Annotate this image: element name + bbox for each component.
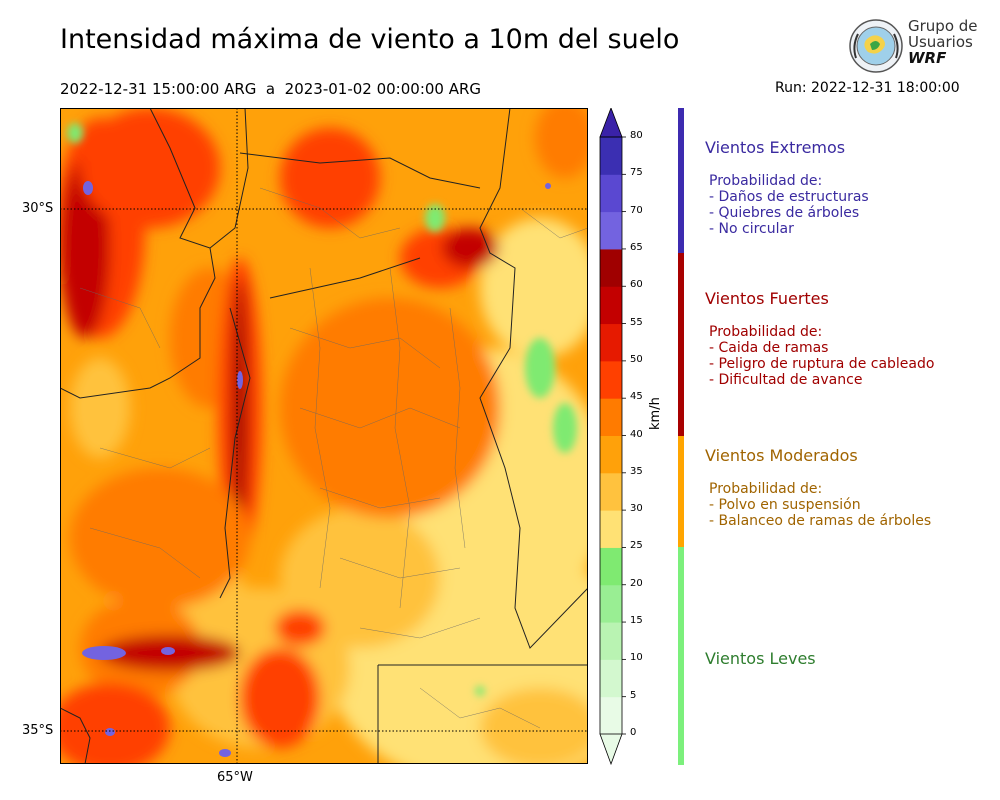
department-boundaries (79, 187, 588, 729)
colorbar-tick-label: 40 (630, 428, 643, 440)
extreme-wind-zone (219, 749, 231, 757)
desc-line: - Balanceo de ramas de árboles (709, 513, 932, 529)
category-title: Vientos Leves (705, 649, 816, 668)
colorbar-band (600, 174, 622, 213)
graticule (60, 108, 588, 764)
lon-label-65w: 65°W (217, 770, 253, 785)
colorbar-band (600, 622, 622, 660)
wind-map (60, 108, 588, 764)
colorbar-band (600, 547, 622, 586)
lat-label-30s: 30°S (22, 201, 54, 216)
colorbar-tick-label: 60 (630, 279, 643, 291)
colorbar-tick-label: 30 (630, 503, 643, 515)
province-boundaries (60, 108, 588, 764)
colorbar-band (600, 510, 622, 548)
map-title: Intensidad máxima de viento a 10m del su… (60, 24, 680, 55)
colorbar-min-extension (599, 733, 623, 766)
colorbar-tick-label: 20 (630, 577, 643, 589)
colorbar-band (600, 211, 622, 250)
colorbar-tick-label: 0 (630, 727, 637, 738)
extreme-wind-zone (83, 181, 93, 195)
colorbar-band (600, 323, 622, 362)
moderados-bar (678, 436, 684, 547)
colorbar-band (600, 360, 622, 399)
desc-line: - Caida de ramas (709, 340, 829, 356)
colorbar-tick-label: 55 (630, 316, 643, 328)
grupo-wrf-logo: Grupo de Usuarios WRF (848, 18, 978, 74)
desc-line: - Dificultad de avance (709, 372, 863, 388)
colorbar-tick-label: 75 (630, 167, 643, 179)
colorbar-band (600, 286, 622, 325)
colorbar-band (600, 435, 622, 474)
desc-line: - Daños de estructuras (709, 189, 869, 205)
category-leves: Vientos Leves (705, 649, 816, 668)
colorbar-max-extension (599, 108, 623, 138)
extreme-wind-zone (545, 183, 551, 189)
colorbar-tick-label: 5 (630, 689, 637, 701)
colorbar-tick-label: 45 (630, 391, 643, 403)
colorbar-tick-label: 25 (630, 540, 643, 552)
extremos-bar (678, 108, 684, 253)
colorbar-tick-label: 80 (630, 130, 643, 141)
lat-label-35s: 35°S (22, 723, 54, 738)
logo-line-3: WRF (908, 49, 947, 67)
colorbar-tick-label: 35 (630, 465, 643, 477)
globe-icon (849, 19, 903, 73)
logo-line-2: Usuarios (908, 33, 973, 51)
category-extremos: Vientos Extremos Probabilidad de: - Daño… (705, 138, 869, 237)
desc-line: - Polvo en suspensión (709, 497, 861, 513)
colorbar-band (600, 248, 622, 287)
map-frame (60, 108, 588, 764)
desc-line: Probabilidad de: (709, 324, 823, 340)
category-moderados: Vientos Moderados Probabilidad de: - Pol… (705, 446, 931, 529)
colorbar-band (600, 137, 622, 175)
run-time: Run: 2022-12-31 18:00:00 (775, 80, 960, 96)
extreme-wind-zone (237, 371, 243, 389)
colorbar-tick-label: 65 (630, 241, 643, 253)
colorbar-band (600, 584, 622, 623)
desc-line: - No circular (709, 221, 794, 237)
colorbar (599, 108, 626, 766)
colorbar-band (600, 398, 622, 436)
category-title: Vientos Moderados (705, 446, 858, 465)
colorbar-tick-label: 15 (630, 615, 643, 627)
category-desc: Probabilidad de: - Caida de ramas - Peli… (709, 324, 934, 388)
category-desc: Probabilidad de: - Daños de estructuras … (709, 173, 869, 237)
colorbar-unit: km/h (648, 397, 663, 430)
desc-line: Probabilidad de: (709, 173, 823, 189)
extreme-wind-zone (105, 728, 115, 736)
wind-field (60, 108, 588, 764)
leves-bar (678, 547, 684, 765)
desc-line: - Quiebres de árboles (709, 205, 860, 221)
colorbar-band (600, 659, 622, 698)
desc-line: - Peligro de ruptura de cableado (709, 356, 935, 372)
category-title: Vientos Fuertes (705, 289, 829, 308)
fuertes-bar (678, 253, 684, 436)
category-title: Vientos Extremos (705, 138, 846, 157)
category-fuertes: Vientos Fuertes Probabilidad de: - Caida… (705, 289, 934, 388)
colorbar-tick-label: 10 (630, 652, 643, 664)
colorbar-band (600, 696, 622, 735)
category-desc: Probabilidad de: - Polvo en suspensión -… (709, 481, 931, 529)
extreme-wind-zone (161, 647, 175, 655)
extreme-wind-zone (82, 646, 126, 660)
colorbar-tick-label: 70 (630, 204, 643, 216)
logo-line-1: Grupo de (908, 17, 978, 35)
forecast-period: 2022-12-31 15:00:00 ARG a 2023-01-02 00:… (60, 80, 482, 98)
colorbar-band (600, 472, 622, 511)
colorbar-tick-label: 50 (630, 353, 643, 365)
desc-line: Probabilidad de: (709, 481, 823, 497)
wind-field-details (67, 123, 577, 696)
